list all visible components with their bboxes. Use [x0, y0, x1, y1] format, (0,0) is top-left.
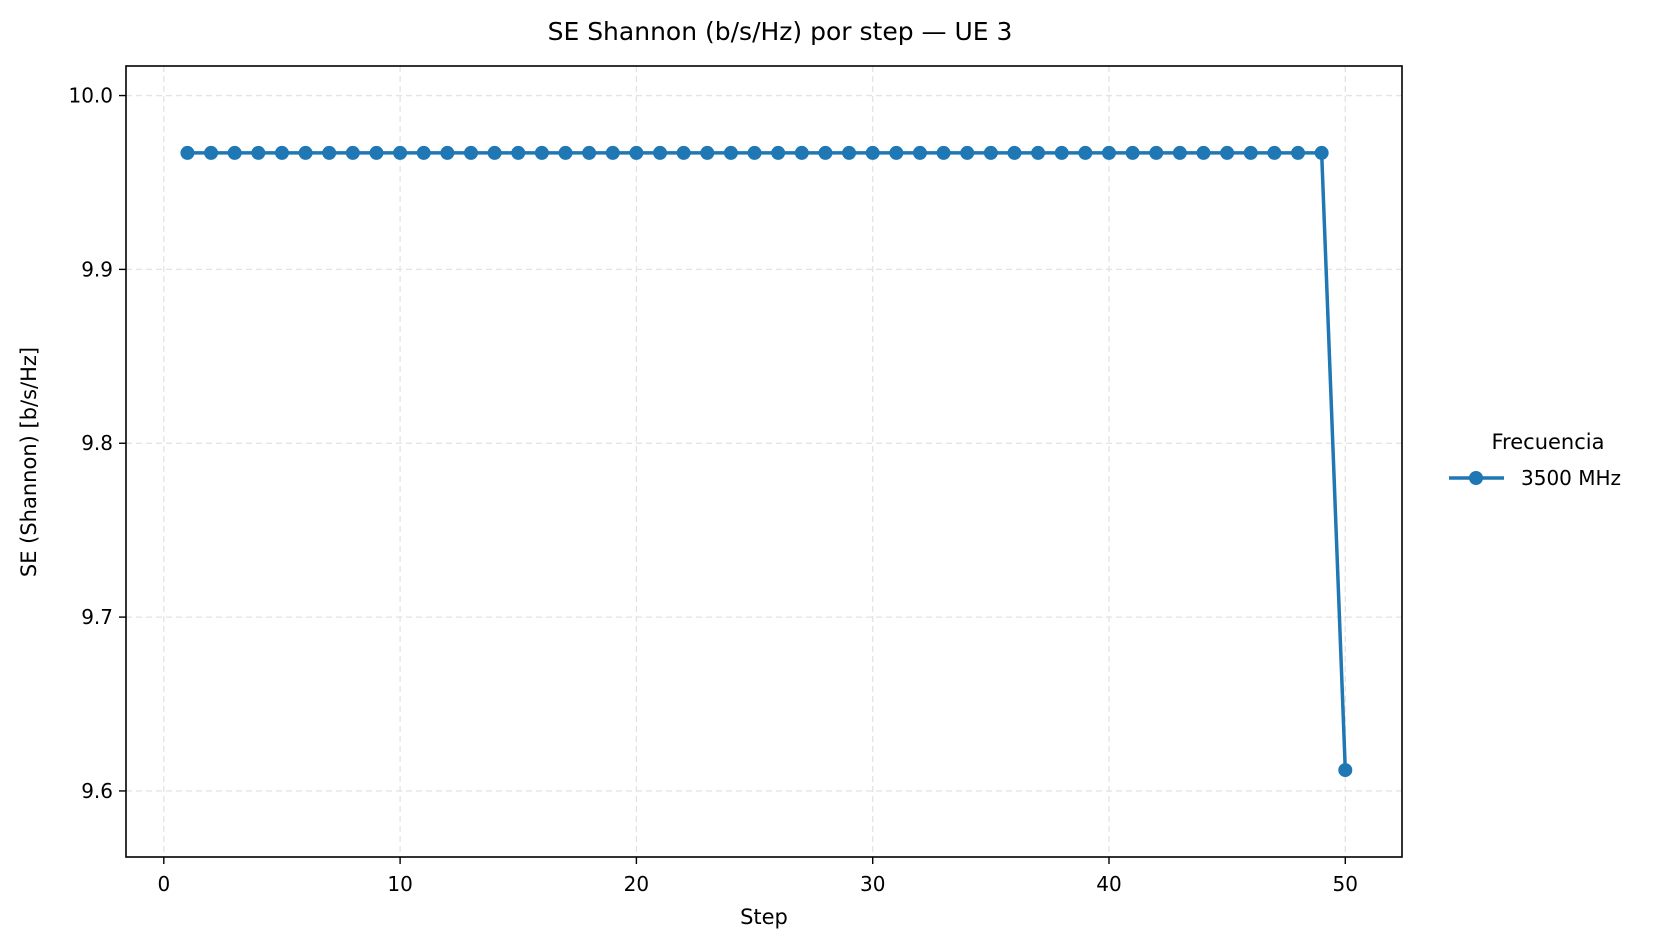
data-point: [440, 145, 455, 160]
x-axis-label: Step: [740, 905, 788, 929]
data-point: [818, 145, 833, 160]
data-point: [1291, 145, 1306, 160]
data-point: [629, 145, 644, 160]
data-point: [747, 145, 762, 160]
data-point: [653, 145, 668, 160]
x-tick-label: 30: [860, 872, 885, 896]
data-point: [700, 145, 715, 160]
x-tick-label: 20: [624, 872, 649, 896]
data-point: [322, 145, 337, 160]
data-point: [1314, 145, 1329, 160]
y-tick-label: 9.6: [81, 779, 113, 803]
data-point: [393, 145, 408, 160]
y-tick-label: 10.0: [68, 84, 113, 108]
data-point: [723, 145, 738, 160]
data-point: [605, 145, 620, 160]
y-tick-label: 9.8: [81, 431, 113, 455]
data-point: [1054, 145, 1069, 160]
data-point: [582, 145, 597, 160]
data-point: [960, 145, 975, 160]
data-point: [558, 145, 573, 160]
data-point: [983, 145, 998, 160]
data-point: [511, 145, 526, 160]
data-point: [1101, 145, 1116, 160]
data-point: [1196, 145, 1211, 160]
data-point: [1267, 145, 1282, 160]
data-point: [889, 145, 904, 160]
data-point: [1031, 145, 1046, 160]
plot-frame: [125, 65, 1403, 858]
series-line: [187, 151, 1348, 771]
data-point: [1007, 145, 1022, 160]
data-point: [274, 145, 289, 160]
x-tick-label: 10: [387, 872, 412, 896]
x-tick-label: 50: [1333, 872, 1358, 896]
series-layer: [180, 145, 1353, 778]
legend-label: 3500 MHz: [1521, 466, 1621, 490]
chart-title: SE Shannon (b/s/Hz) por step — UE 3: [548, 17, 1013, 46]
data-point: [771, 145, 786, 160]
data-point: [936, 145, 951, 160]
y-tick-label: 9.9: [81, 257, 113, 281]
data-point: [1172, 145, 1187, 160]
data-point: [1338, 763, 1353, 778]
y-axis-label: SE (Shannon) [b/s/Hz]: [17, 347, 41, 577]
data-point: [369, 145, 384, 160]
data-point: [180, 145, 195, 160]
data-point: [1220, 145, 1235, 160]
data-point: [251, 145, 266, 160]
data-point: [912, 145, 927, 160]
x-tick-label: 40: [1096, 872, 1121, 896]
data-point: [534, 145, 549, 160]
axis-ticks: 0 10 20 30 40 50 9.6 9.7 9.8 9.9 10.0: [68, 84, 1358, 896]
data-point: [676, 145, 691, 160]
data-point: [1125, 145, 1140, 160]
legend: Frecuencia 3500 MHz: [1449, 430, 1621, 490]
data-point: [1078, 145, 1093, 160]
y-tick-label: 9.7: [81, 605, 113, 629]
data-point: [842, 145, 857, 160]
data-point: [345, 145, 360, 160]
data-point: [865, 145, 880, 160]
data-point: [1149, 145, 1164, 160]
data-point: [227, 145, 242, 160]
legend-marker: [1469, 471, 1483, 485]
data-point: [298, 145, 313, 160]
x-tick-label: 0: [157, 872, 170, 896]
legend-title: Frecuencia: [1492, 430, 1605, 454]
data-point: [204, 145, 219, 160]
data-point: [794, 145, 809, 160]
data-point: [1243, 145, 1258, 160]
data-point: [487, 145, 502, 160]
data-point: [416, 145, 431, 160]
data-point: [463, 145, 478, 160]
grid: [126, 66, 1402, 857]
